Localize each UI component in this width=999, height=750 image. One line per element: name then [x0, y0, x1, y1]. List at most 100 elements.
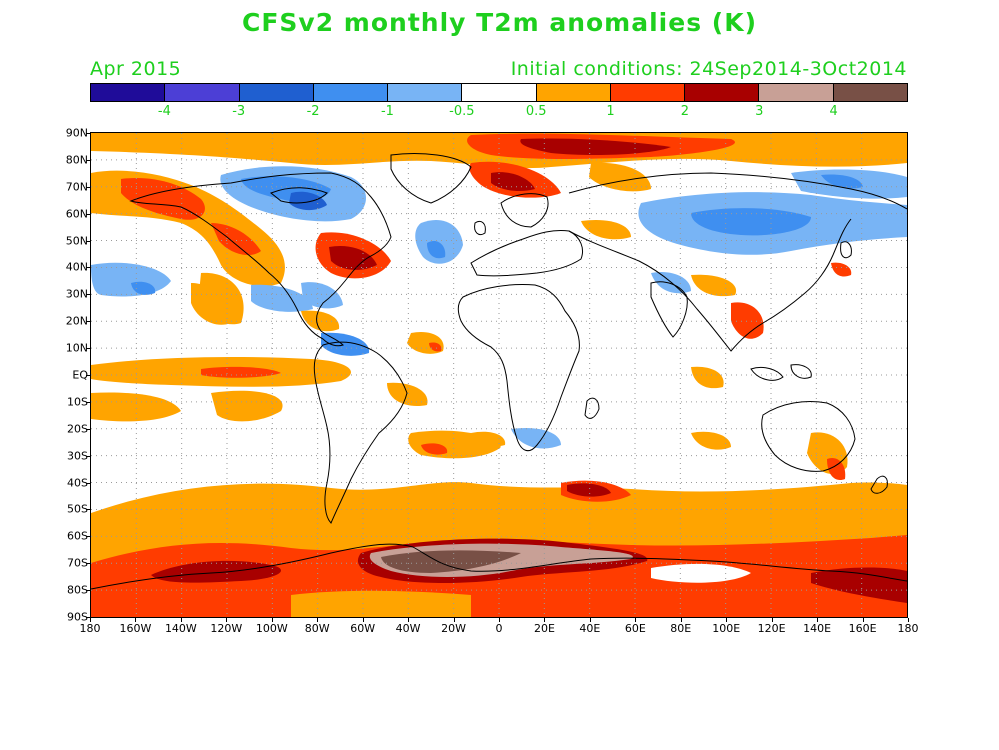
longitude-label: 140E — [803, 622, 832, 635]
longitude-label: 40E — [579, 622, 601, 635]
longitude-tick — [272, 618, 273, 622]
colorbar-swatch — [165, 84, 240, 101]
latitude-label: 10S — [67, 395, 88, 409]
longitude-tick — [90, 618, 91, 622]
arctic-anomaly — [91, 133, 907, 198]
latitude-label: EQ — [72, 368, 88, 382]
longitude-label: 100W — [255, 622, 288, 635]
latitude-label: 90S — [67, 610, 88, 624]
latitude-label: 50N — [65, 234, 88, 248]
colorbar-tick-label: -1 — [380, 104, 394, 119]
longitude-tick — [863, 618, 864, 622]
latitude-tick — [86, 402, 90, 403]
latitude-tick — [86, 536, 90, 537]
colorbar-swatch — [313, 84, 389, 101]
latitude-label: 40S — [67, 476, 88, 490]
latitude-tick — [86, 133, 90, 134]
latitude-tick — [86, 241, 90, 242]
longitude-tick — [135, 618, 136, 622]
colorbar-swatch — [685, 84, 760, 101]
latitude-label: 80S — [67, 583, 88, 597]
longitude-tick — [226, 618, 227, 622]
longitude-label: 20W — [441, 622, 466, 635]
latitude-tick — [86, 590, 90, 591]
latitude-label: 20N — [65, 314, 88, 328]
southern-ocean-anomaly — [91, 482, 907, 617]
longitude-label: 60W — [350, 622, 376, 635]
longitude-label: 180 — [79, 622, 101, 635]
map-title: CFSv2 monthly T2m anomalies (K) — [241, 8, 758, 37]
latitude-tick — [86, 160, 90, 161]
colorbar-tick-label: -3 — [232, 104, 246, 119]
longitude-label: 100E — [712, 622, 741, 635]
latitude-label: 40N — [65, 260, 88, 274]
latitude-label: 50S — [67, 502, 88, 516]
latitude-label: 90N — [65, 126, 88, 140]
longitude-tick — [544, 618, 545, 622]
latitude-label: 70N — [65, 180, 88, 194]
colorbar-tick-label: 0.5 — [525, 104, 547, 119]
longitude-label: 160W — [119, 622, 152, 635]
longitude-tick — [181, 618, 182, 622]
latitude-tick — [86, 321, 90, 322]
longitude-tick — [635, 618, 636, 622]
longitude-label: 0 — [495, 622, 503, 635]
longitude-tick — [681, 618, 682, 622]
colorbar-tick-label: 1 — [606, 104, 615, 119]
latitude-tick — [86, 187, 90, 188]
north-america-anomaly — [91, 166, 391, 325]
longitude-label: 120E — [757, 622, 786, 635]
latitude-tick — [86, 294, 90, 295]
latitude-tick — [86, 563, 90, 564]
latitude-tick — [86, 509, 90, 510]
latitude-label: 30N — [65, 287, 88, 301]
latitude-label: 70S — [67, 556, 88, 570]
latitude-label: 10N — [65, 341, 88, 355]
colorbar-swatch — [833, 84, 907, 101]
longitude-label: 160E — [848, 622, 877, 635]
longitude-tick — [499, 618, 500, 622]
initial-conditions: Initial conditions: 24Sep2014-3Oct2014 — [510, 58, 907, 80]
graticule — [91, 133, 907, 617]
colorbar-swatch — [239, 84, 314, 101]
longitude-tick — [590, 618, 591, 622]
tropical-anomaly — [91, 219, 501, 459]
latitude-label: 60S — [67, 529, 88, 543]
colorbar — [90, 83, 908, 102]
anomaly-map — [90, 132, 908, 618]
longitude-tick — [317, 618, 318, 622]
longitude-tick — [726, 618, 727, 622]
latitude-tick — [86, 375, 90, 376]
coastlines — [91, 153, 907, 590]
colorbar-tick-label: -4 — [157, 104, 171, 119]
colorbar-swatch — [388, 84, 463, 101]
longitude-label: 180 — [897, 622, 919, 635]
latitude-tick — [86, 483, 90, 484]
longitude-label: 140W — [164, 622, 197, 635]
latitude-label: 30S — [67, 449, 88, 463]
latitude-tick — [86, 267, 90, 268]
colorbar-tick-label: -2 — [306, 104, 320, 119]
latitude-tick — [86, 214, 90, 215]
longitude-label: 80E — [670, 622, 692, 635]
latitude-label: 20S — [67, 422, 88, 436]
latitude-label: 60N — [65, 207, 88, 221]
longitude-tick — [363, 618, 364, 622]
valid-month: Apr 2015 — [90, 58, 182, 80]
colorbar-swatch — [462, 84, 537, 101]
longitude-label: 40W — [395, 622, 421, 635]
latitude-tick — [86, 429, 90, 430]
eurasia-anomaly — [471, 169, 907, 502]
colorbar-tick-label: -0.5 — [449, 104, 475, 119]
map-canvas — [91, 133, 907, 617]
colorbar-tick-label: 4 — [829, 104, 838, 119]
longitude-tick — [408, 618, 409, 622]
longitude-tick — [817, 618, 818, 622]
latitude-tick — [86, 617, 90, 618]
longitude-label: 120W — [210, 622, 243, 635]
longitude-tick — [908, 618, 909, 622]
longitude-tick — [454, 618, 455, 622]
colorbar-swatch — [91, 84, 166, 101]
colorbar-tick-label: 2 — [680, 104, 690, 119]
longitude-label: 80W — [304, 622, 330, 635]
